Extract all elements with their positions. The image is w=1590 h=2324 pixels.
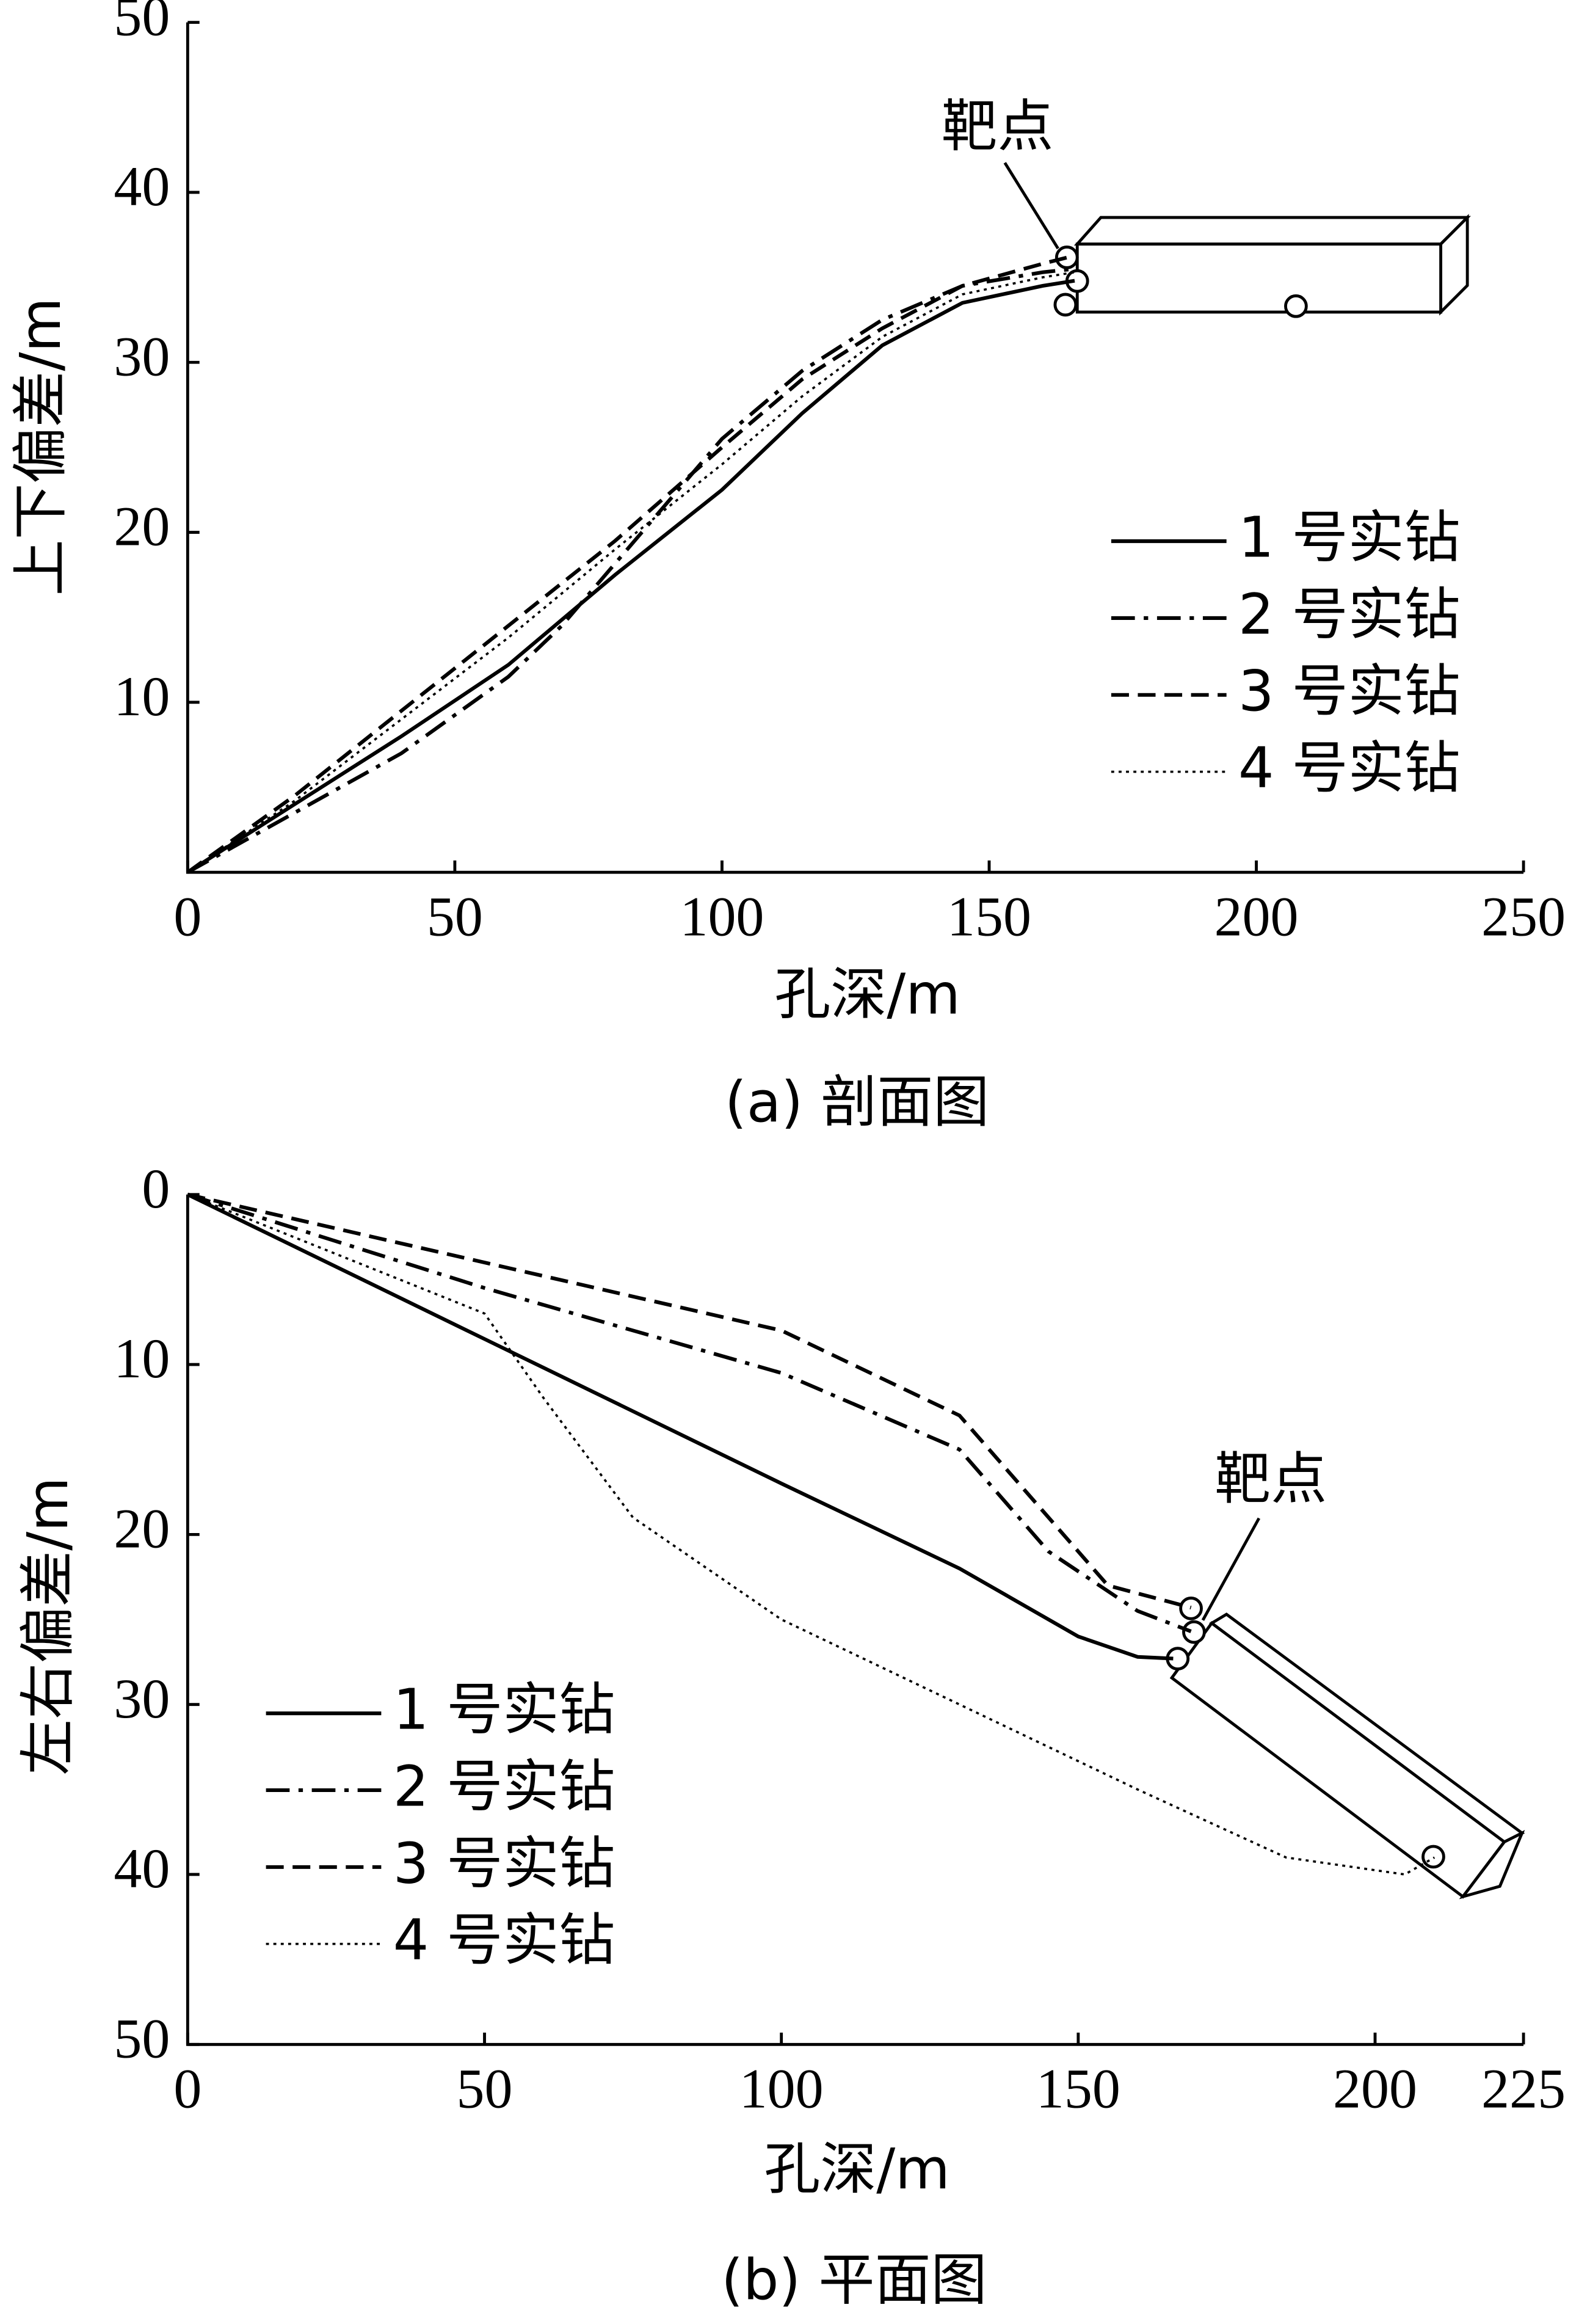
y-tick-label: 30 — [114, 325, 170, 387]
target-point — [1284, 294, 1308, 318]
series-line — [186, 255, 1070, 874]
x-tick-label: 100 — [739, 2058, 824, 2120]
x-axis-label: 孔深/m — [764, 2136, 949, 2202]
y-tick-label: 20 — [114, 495, 170, 558]
leader-line — [1003, 162, 1059, 250]
target-point — [1179, 1597, 1203, 1620]
x-tick-label: 150 — [1036, 2058, 1120, 2120]
x-tick-label: 200 — [1214, 886, 1299, 948]
leader-line — [1201, 1517, 1261, 1621]
x-tick-label: 200 — [1333, 2058, 1417, 2120]
x-tick-label: 50 — [427, 886, 483, 948]
series-line — [187, 1192, 1192, 1609]
x-tick-label: 100 — [680, 886, 764, 948]
axis-frame — [186, 1194, 1524, 2046]
target-box — [1075, 242, 1442, 314]
series-line — [187, 1193, 1174, 1661]
target-box — [1169, 1621, 1507, 1899]
legend-label: 4 号实钻 — [1238, 735, 1461, 801]
caption: (b) 平面图 — [721, 2248, 987, 2313]
target-point — [1182, 1620, 1206, 1644]
legend-label: 1 号实钻 — [393, 1677, 615, 1743]
target-point — [1421, 1845, 1445, 1869]
target-box — [1073, 216, 1471, 246]
x-tick-label: 50 — [457, 2058, 513, 2120]
x-tick-label: 250 — [1481, 886, 1566, 948]
legend-label: 3 号实钻 — [1238, 658, 1461, 724]
legend-label: 4 号实钻 — [393, 1907, 615, 1973]
y-tick-label: 40 — [114, 1837, 170, 1900]
annotation: 靶点 — [942, 94, 1054, 159]
legend-label: 2 号实钻 — [1238, 581, 1461, 647]
annotation: 靶点 — [1214, 1446, 1327, 1512]
y-tick-label: 30 — [114, 1667, 170, 1730]
target-point — [1055, 246, 1079, 269]
x-tick-label: 225 — [1481, 2058, 1566, 2120]
y-tick-label: 20 — [114, 1497, 170, 1559]
target-box — [1459, 1830, 1525, 1900]
legend-label: 2 号实钻 — [393, 1754, 615, 1819]
series-line — [186, 279, 1075, 874]
target-point — [1053, 293, 1078, 317]
y-tick-label: 0 — [142, 1157, 170, 1220]
x-tick-label: 0 — [173, 2058, 201, 2120]
y-tick-label: 50 — [114, 2007, 170, 2069]
caption: (a) 剖面图 — [725, 1069, 989, 1135]
x-axis-label: 孔深/m — [774, 961, 960, 1027]
legend-label: 3 号实钻 — [393, 1830, 615, 1896]
x-tick-label: 0 — [173, 886, 201, 948]
y-tick-label: 10 — [114, 1327, 170, 1390]
y-axis-label: 左右偏差/m — [15, 1477, 81, 1775]
legend-label: 1 号实钻 — [1238, 505, 1461, 570]
x-tick-label: 150 — [947, 886, 1031, 948]
y-tick-label: 40 — [114, 155, 170, 217]
y-tick-label: 10 — [114, 665, 170, 727]
y-axis-label: 上下偏差/m — [8, 297, 73, 596]
series-line — [186, 267, 1075, 874]
series-line — [187, 1192, 1192, 1633]
series-line — [187, 1193, 1436, 1876]
series-line — [187, 271, 1075, 873]
y-tick-label: 50 — [114, 0, 170, 48]
